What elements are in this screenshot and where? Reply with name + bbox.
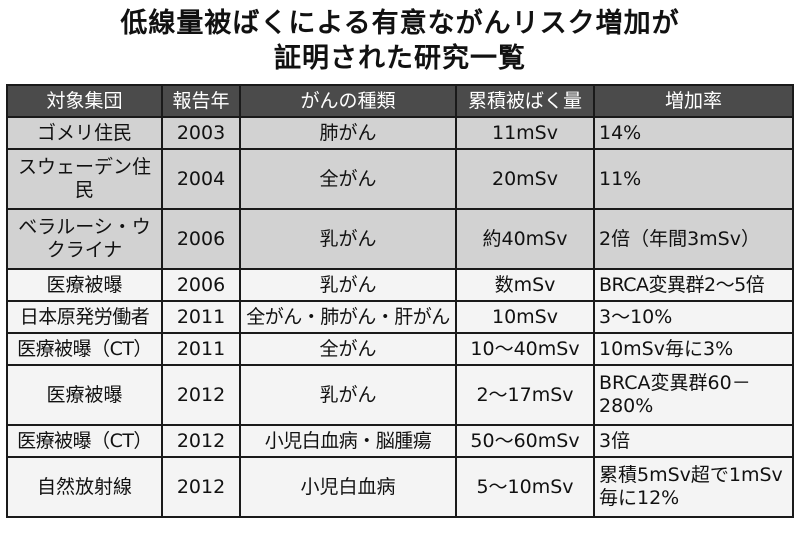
cell-cancer: 乳がん bbox=[239, 208, 457, 270]
cell-rate: 累積5mSv超で1mSv毎に12% bbox=[593, 456, 794, 518]
cell-year: 2003 bbox=[161, 116, 241, 150]
header-increase-rate: 増加率 bbox=[593, 84, 794, 118]
cell-group: 医療被曝（CT） bbox=[6, 424, 163, 458]
cell-rate: 10mSv毎に3% bbox=[593, 332, 794, 366]
cell-rate: 14% bbox=[593, 116, 794, 150]
cell-year: 2006 bbox=[161, 268, 241, 302]
cell-dose: 10mSv bbox=[455, 300, 595, 334]
table-row: ベラルーシ・ウクライナ 2006 乳がん 約40mSv 2倍（年間3mSv） bbox=[6, 208, 794, 270]
cell-rate: BRCA変異群60－280% bbox=[593, 364, 794, 426]
cell-dose: 11mSv bbox=[455, 116, 595, 150]
cell-cancer: 乳がん bbox=[239, 268, 457, 302]
cell-year: 2006 bbox=[161, 208, 241, 270]
cell-cancer: 全がん・肺がん・肝がん bbox=[239, 300, 457, 334]
table-row: 医療被曝（CT） 2011 全がん 10〜40mSv 10mSv毎に3% bbox=[6, 332, 794, 366]
cell-group: スウェーデン住民 bbox=[6, 148, 163, 210]
cell-cancer: 全がん bbox=[239, 332, 457, 366]
table-row: 医療被曝 2006 乳がん 数mSv BRCA変異群2〜5倍 bbox=[6, 268, 794, 302]
page-title: 低線量被ばくによる有意ながんリスク増加が 証明された研究一覧 bbox=[0, 6, 800, 78]
cell-dose: 20mSv bbox=[455, 148, 595, 210]
header-cancer-type: がんの種類 bbox=[239, 84, 457, 118]
cell-dose: 2〜17mSv bbox=[455, 364, 595, 426]
studies-table: 対象集団 報告年 がんの種類 累積被ばく量 増加率 ゴメリ住民 2003 肺がん… bbox=[6, 84, 794, 518]
cell-dose: 約40mSv bbox=[455, 208, 595, 270]
cell-group: ベラルーシ・ウクライナ bbox=[6, 208, 163, 270]
cell-rate: 2倍（年間3mSv） bbox=[593, 208, 794, 270]
cell-rate: 11% bbox=[593, 148, 794, 210]
cell-group: 医療被曝 bbox=[6, 268, 163, 302]
cell-cancer: 乳がん bbox=[239, 364, 457, 426]
cell-dose: 数mSv bbox=[455, 268, 595, 302]
cell-cancer: 全がん bbox=[239, 148, 457, 210]
cell-year: 2012 bbox=[161, 424, 241, 458]
table-row: 自然放射線 2012 小児白血病 5〜10mSv 累積5mSv超で1mSv毎に1… bbox=[6, 456, 794, 518]
cell-year: 2012 bbox=[161, 364, 241, 426]
cell-rate: 3〜10% bbox=[593, 300, 794, 334]
title-line-2: 証明された研究一覧 bbox=[274, 43, 526, 74]
cell-cancer: 小児白血病 bbox=[239, 456, 457, 518]
cell-dose: 5〜10mSv bbox=[455, 456, 595, 518]
cell-year: 2011 bbox=[161, 332, 241, 366]
cell-rate: BRCA変異群2〜5倍 bbox=[593, 268, 794, 302]
cell-dose: 50〜60mSv bbox=[455, 424, 595, 458]
cell-group: 日本原発労働者 bbox=[6, 300, 163, 334]
header-cumulative-dose: 累積被ばく量 bbox=[455, 84, 595, 118]
cell-year: 2011 bbox=[161, 300, 241, 334]
cell-rate: 3倍 bbox=[593, 424, 794, 458]
table-row: 医療被曝（CT） 2012 小児白血病・脳腫瘍 50〜60mSv 3倍 bbox=[6, 424, 794, 458]
title-line-1: 低線量被ばくによる有意ながんリスク増加が bbox=[120, 8, 680, 39]
table-row: ゴメリ住民 2003 肺がん 11mSv 14% bbox=[6, 116, 794, 150]
cell-dose: 10〜40mSv bbox=[455, 332, 595, 366]
cell-group: ゴメリ住民 bbox=[6, 116, 163, 150]
table-row: スウェーデン住民 2004 全がん 20mSv 11% bbox=[6, 148, 794, 210]
table-header-row: 対象集団 報告年 がんの種類 累積被ばく量 増加率 bbox=[6, 84, 794, 118]
table-row: 医療被曝 2012 乳がん 2〜17mSv BRCA変異群60－280% bbox=[6, 364, 794, 426]
header-year: 報告年 bbox=[161, 84, 241, 118]
cell-group: 医療被曝 bbox=[6, 364, 163, 426]
header-group: 対象集団 bbox=[6, 84, 163, 118]
table-row: 日本原発労働者 2011 全がん・肺がん・肝がん 10mSv 3〜10% bbox=[6, 300, 794, 334]
cell-cancer: 小児白血病・脳腫瘍 bbox=[239, 424, 457, 458]
cell-year: 2004 bbox=[161, 148, 241, 210]
cell-cancer: 肺がん bbox=[239, 116, 457, 150]
cell-year: 2012 bbox=[161, 456, 241, 518]
cell-group: 自然放射線 bbox=[6, 456, 163, 518]
cell-group: 医療被曝（CT） bbox=[6, 332, 163, 366]
